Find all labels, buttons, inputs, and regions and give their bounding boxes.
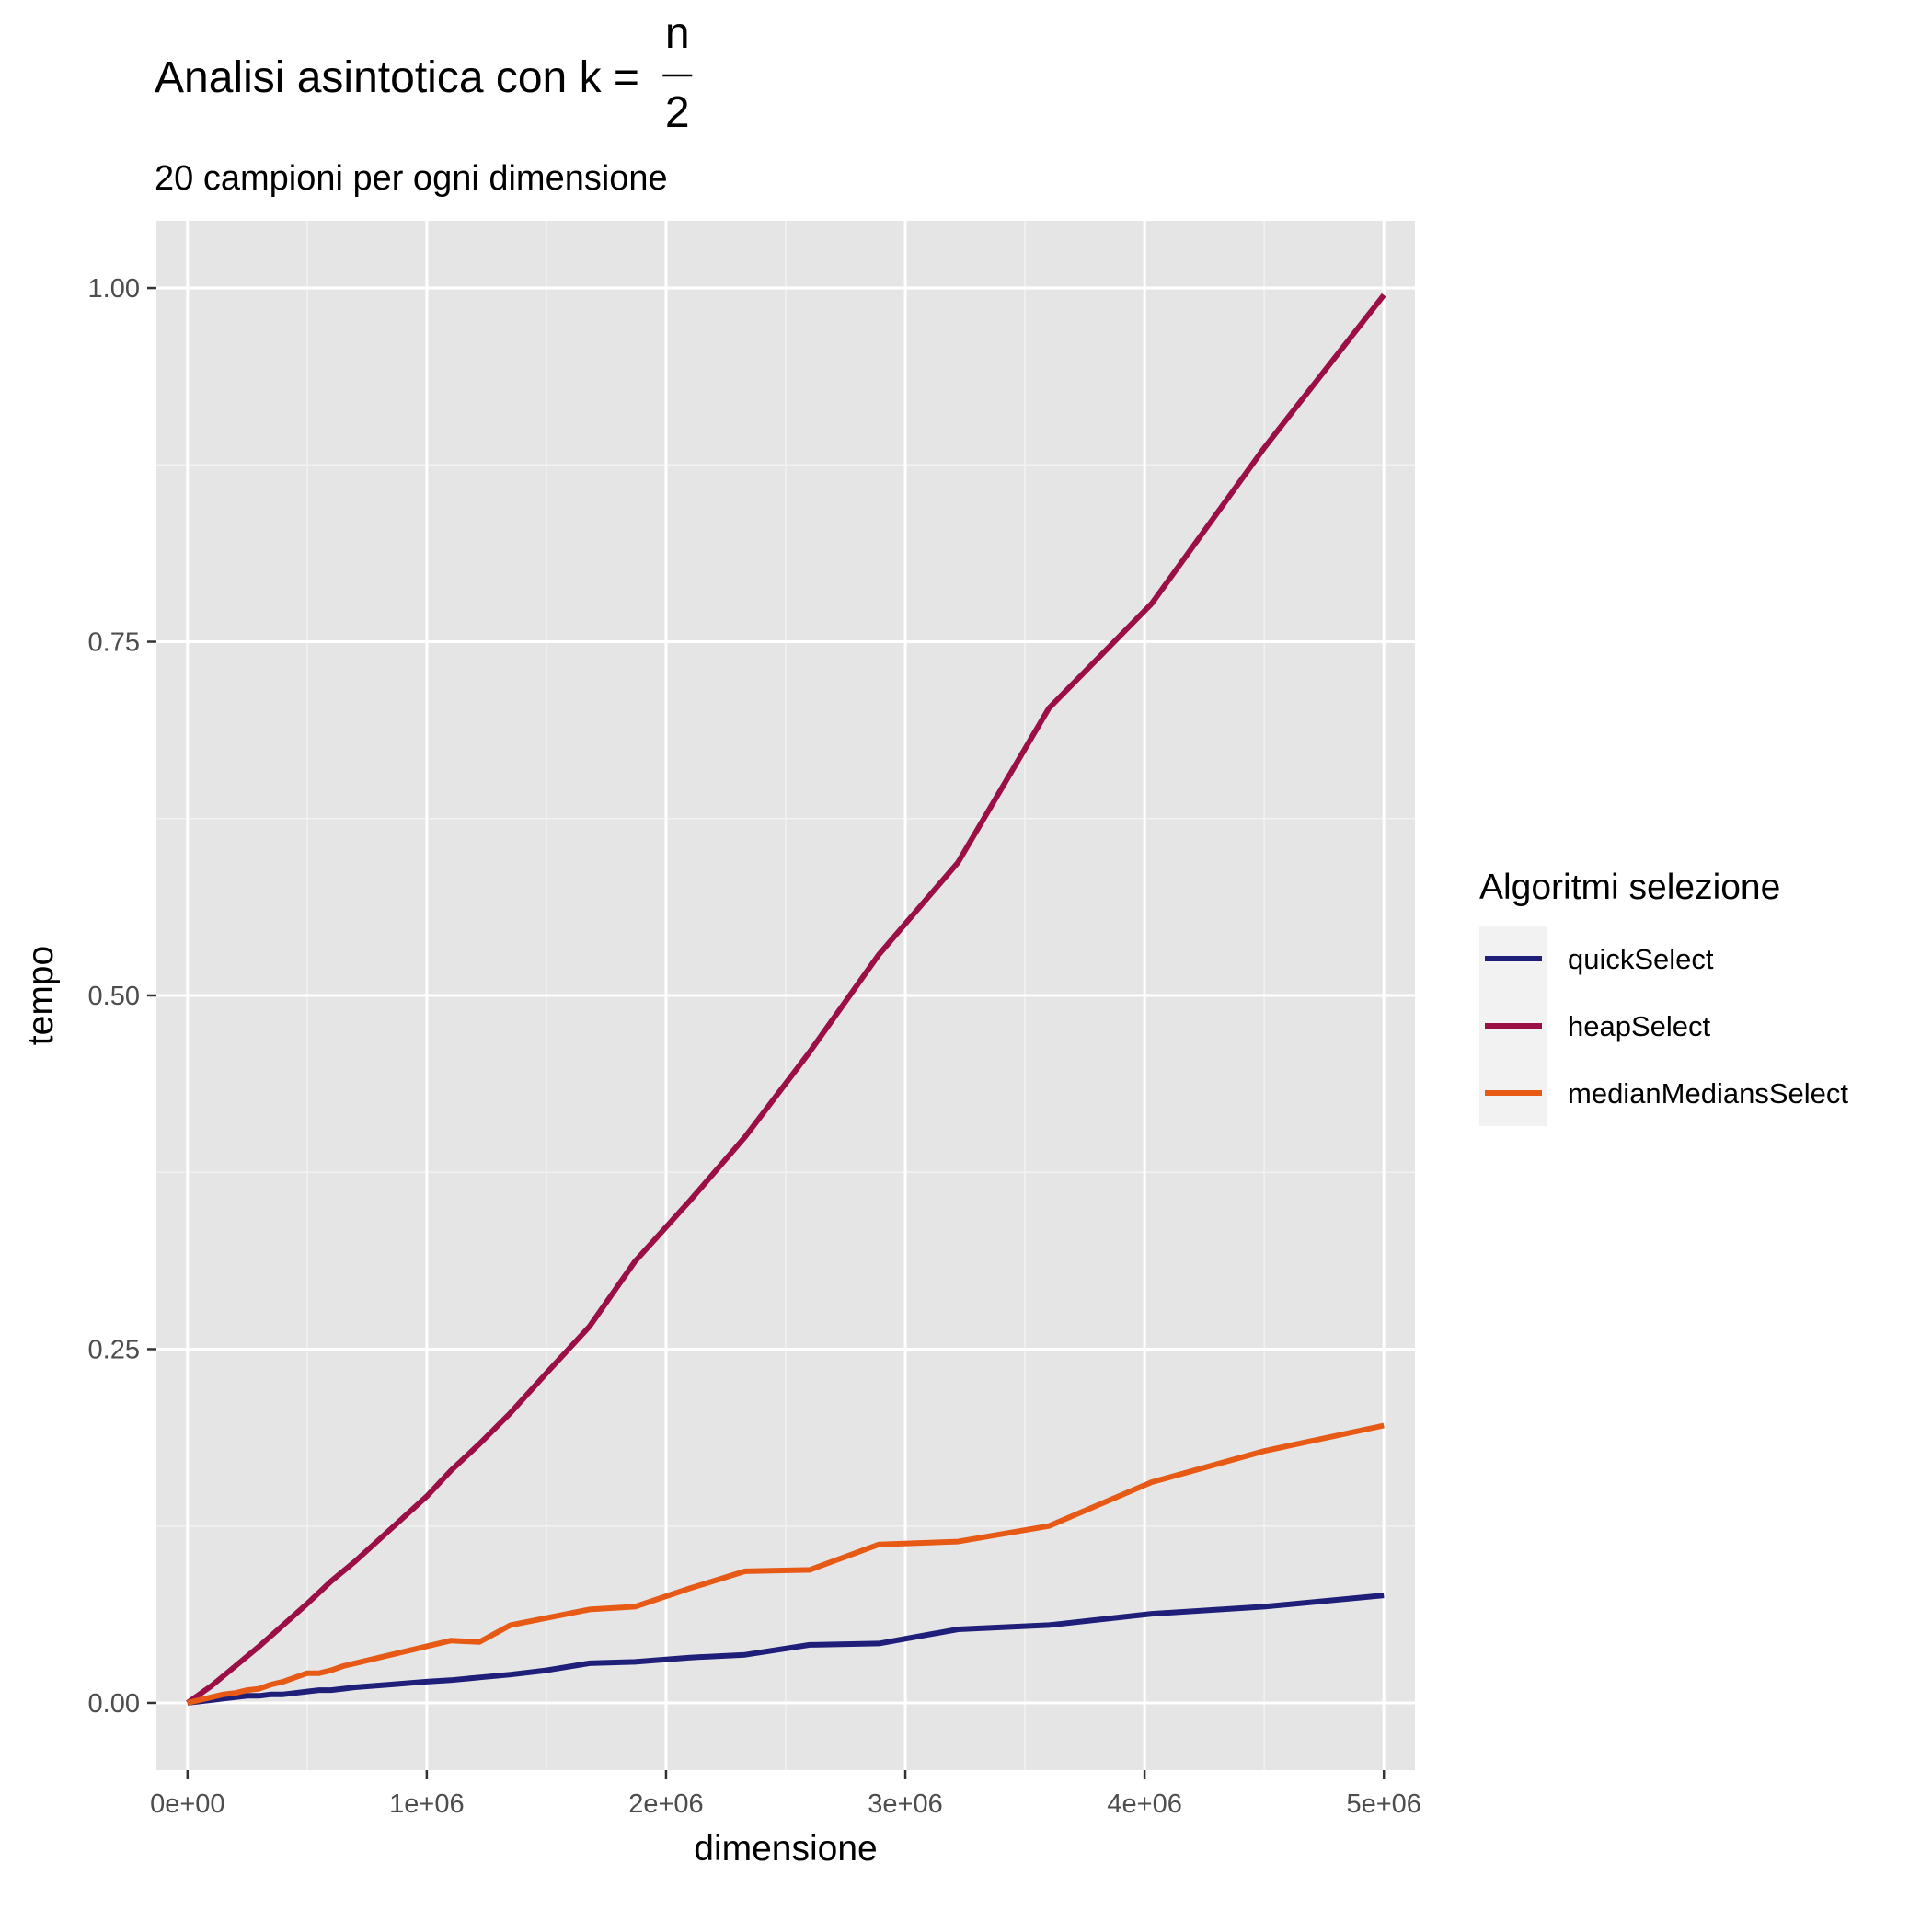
y-tick-label: 1.00 (88, 274, 140, 304)
y-axis: 0.00 0.25 0.50 0.75 1.00 (88, 274, 156, 1719)
x-axis: 0e+00 1e+06 2e+06 3e+06 4e+06 5e+06 (150, 1770, 1421, 1819)
legend-label-medianMediansSelect: medianMediansSelect (1568, 1077, 1848, 1110)
x-tick-label: 4e+06 (1107, 1789, 1181, 1819)
series-lines (186, 293, 1386, 1706)
legend-label-quickSelect: quickSelect (1568, 943, 1714, 975)
chart-title-denominator: 2 (665, 88, 690, 137)
legend-items: quickSelect heapSelect medianMediansSelect (1485, 943, 1848, 1110)
series-line-heapSelect (186, 293, 1386, 1706)
y-tick-label: 0.75 (88, 628, 140, 658)
x-tick-label: 1e+06 (389, 1789, 464, 1819)
series-line-quickSelect (187, 1593, 1385, 1706)
chart-title-numerator: n (665, 9, 690, 58)
legend-label-heapSelect: heapSelect (1568, 1010, 1711, 1042)
series-line-medianMediansSelect (187, 1422, 1385, 1706)
x-tick-label: 3e+06 (868, 1789, 942, 1819)
x-tick-label: 5e+06 (1346, 1789, 1420, 1819)
x-tick-label: 2e+06 (628, 1789, 703, 1819)
x-tick-label: 0e+00 (150, 1789, 224, 1819)
y-tick-label: 0.25 (88, 1335, 140, 1364)
grid-major (156, 221, 1415, 1770)
chart-title-prefix: Analisi asintotica con k = (155, 53, 651, 102)
chart-subtitle: 20 campioni per ogni dimensione (155, 159, 668, 198)
x-axis-title: dimensione (694, 1829, 877, 1869)
y-tick-label: 0.00 (88, 1689, 140, 1719)
legend: Algoritmi selezione quickSelect heapSelec… (1479, 868, 1848, 1126)
legend-title: Algoritmi selezione (1479, 868, 1780, 907)
y-axis-title: tempo (21, 946, 61, 1045)
y-tick-label: 0.50 (88, 982, 140, 1011)
chart-title: Analisi asintotica con k = n 2 (155, 9, 693, 137)
